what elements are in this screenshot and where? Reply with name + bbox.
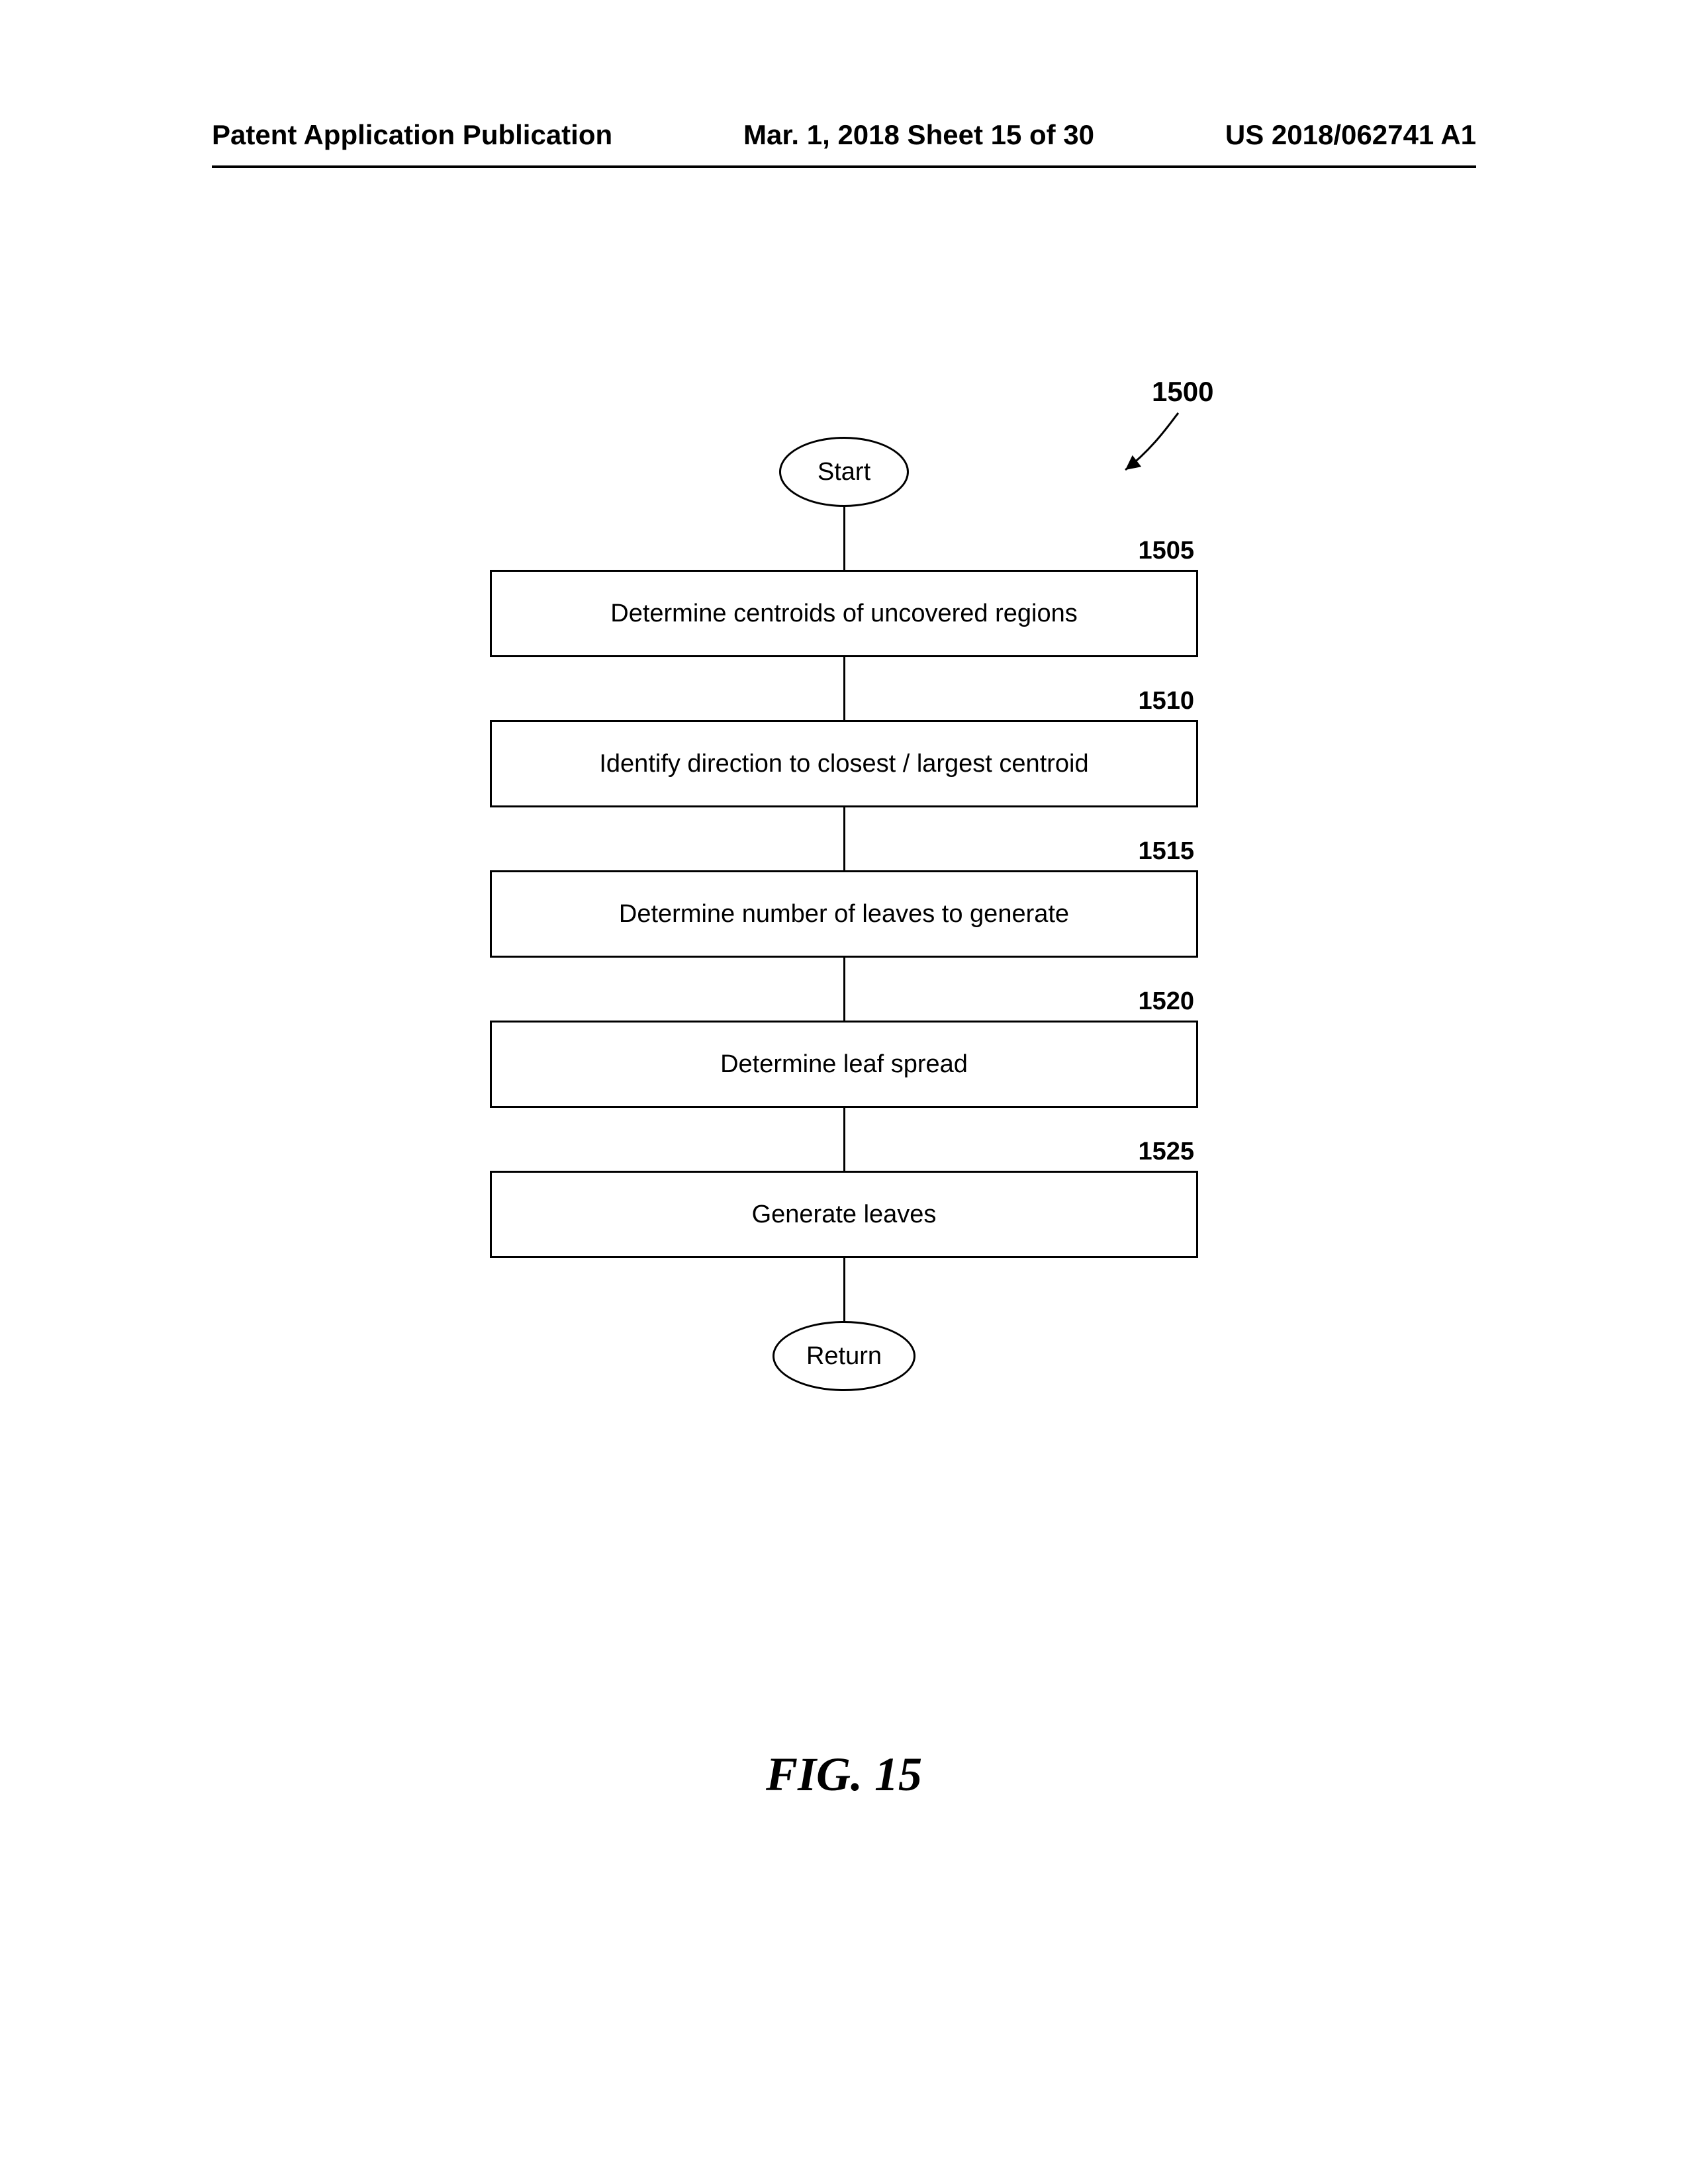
step-number: 1515 xyxy=(1138,837,1194,866)
connector xyxy=(843,507,845,570)
step-number: 1510 xyxy=(1138,687,1194,715)
step-box: Generate leaves xyxy=(490,1171,1198,1258)
header-row: Patent Application Publication Mar. 1, 2… xyxy=(212,119,1476,151)
return-label: Return xyxy=(806,1342,882,1371)
return-terminator: Return xyxy=(773,1321,915,1391)
connector xyxy=(843,1258,845,1321)
start-label: Start xyxy=(818,458,870,486)
step-number: 1505 xyxy=(1138,537,1194,565)
step-text: Identify direction to closest / largest … xyxy=(599,750,1088,778)
patent-page: Patent Application Publication Mar. 1, 2… xyxy=(0,0,1688,2184)
step-text: Generate leaves xyxy=(752,1201,937,1229)
step-box: Determine number of leaves to generate xyxy=(490,870,1198,958)
header-rule xyxy=(212,165,1476,168)
step-1525: 1525 Generate leaves xyxy=(490,1171,1198,1258)
step-number: 1520 xyxy=(1138,987,1194,1016)
connector xyxy=(843,657,845,720)
header-right: US 2018/062741 A1 xyxy=(1225,119,1476,151)
step-number: 1525 xyxy=(1138,1138,1194,1166)
step-1510: 1510 Identify direction to closest / lar… xyxy=(490,720,1198,807)
step-text: Determine number of leaves to generate xyxy=(619,900,1069,929)
figure-caption: FIG. 15 xyxy=(0,1747,1688,1802)
header-center: Mar. 1, 2018 Sheet 15 of 30 xyxy=(743,119,1094,151)
step-box: Identify direction to closest / largest … xyxy=(490,720,1198,807)
connector xyxy=(843,958,845,1021)
step-box: Determine centroids of uncovered regions xyxy=(490,570,1198,657)
connector xyxy=(843,1108,845,1171)
step-1505: 1505 Determine centroids of uncovered re… xyxy=(490,570,1198,657)
step-1520: 1520 Determine leaf spread xyxy=(490,1021,1198,1108)
step-text: Determine leaf spread xyxy=(720,1050,968,1079)
step-text: Determine centroids of uncovered regions xyxy=(610,600,1078,628)
flowchart: Start 1505 Determine centroids of uncove… xyxy=(0,437,1688,1391)
start-terminator: Start xyxy=(779,437,909,507)
step-1515: 1515 Determine number of leaves to gener… xyxy=(490,870,1198,958)
flowchart-reference-number: 1500 xyxy=(1152,376,1213,408)
page-header: Patent Application Publication Mar. 1, 2… xyxy=(0,119,1688,151)
connector xyxy=(843,807,845,870)
step-box: Determine leaf spread xyxy=(490,1021,1198,1108)
header-left: Patent Application Publication xyxy=(212,119,612,151)
flowchart-column: Start 1505 Determine centroids of uncove… xyxy=(0,437,1688,1391)
